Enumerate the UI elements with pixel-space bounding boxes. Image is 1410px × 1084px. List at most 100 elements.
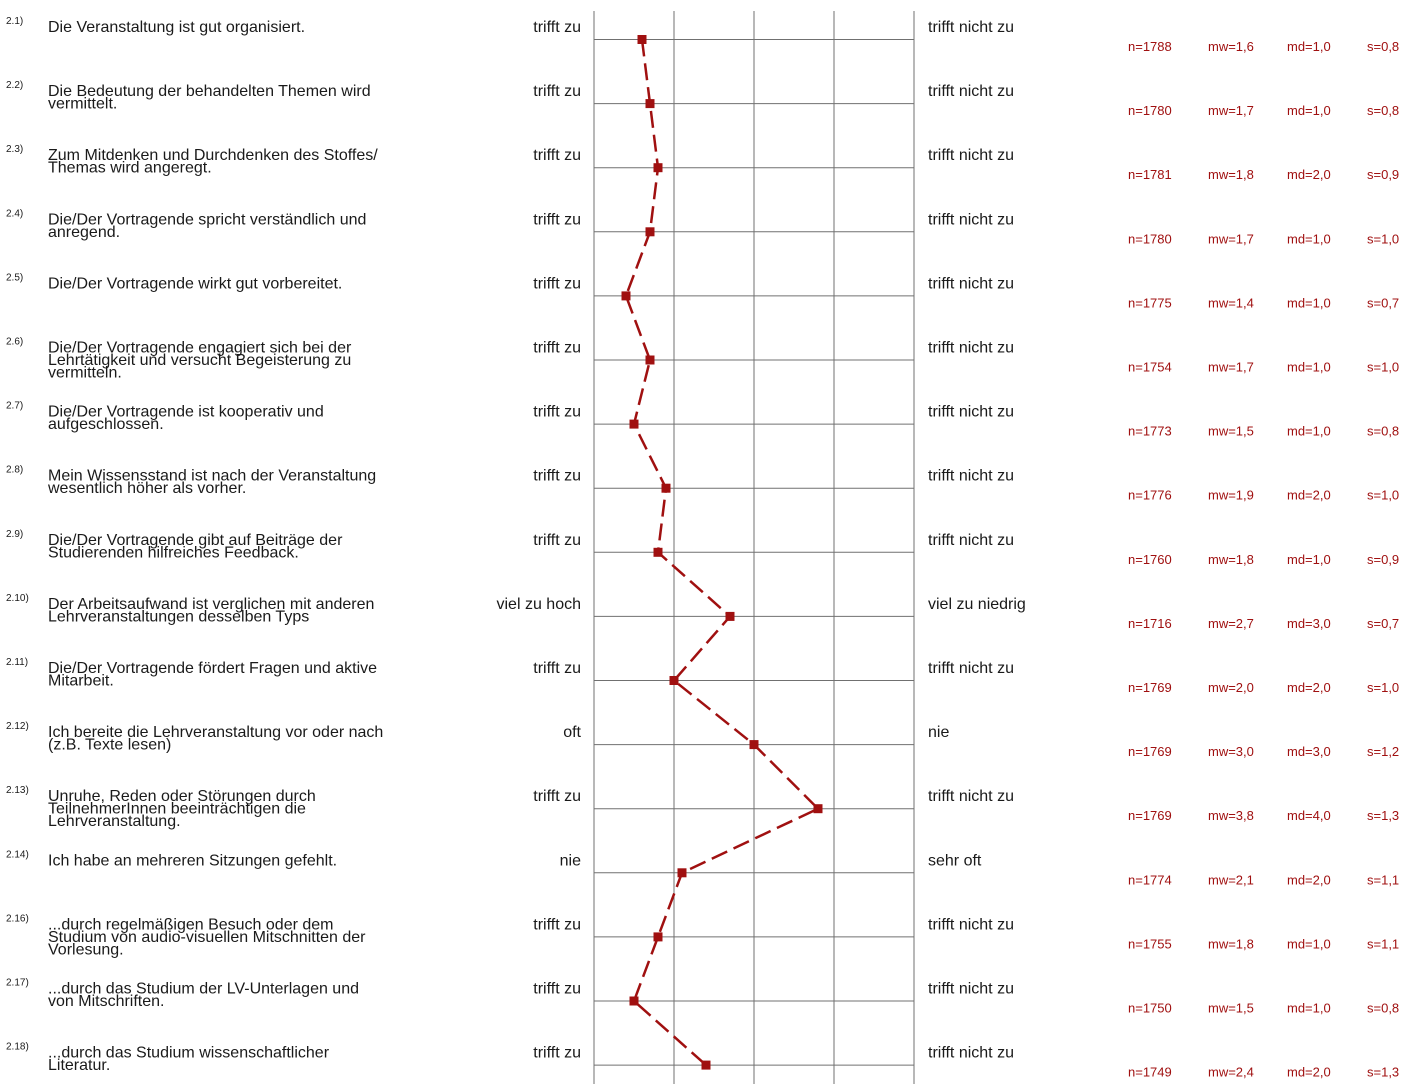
item-number: 2.12): [6, 721, 29, 732]
question-text-line: Lehrveranstaltungen desselben Typs: [48, 608, 309, 625]
item-number: 2.7): [6, 401, 23, 412]
question-text-line: vermitteln.: [48, 365, 122, 382]
right-anchor-label: trifft nicht zu: [928, 788, 1014, 805]
question-text-line: Der Arbeitsaufwand ist verglichen mit an…: [48, 596, 374, 613]
stat-s: s=0,8: [1367, 424, 1399, 439]
stat-n: n=1773: [1128, 424, 1172, 439]
stat-s: s=0,9: [1367, 552, 1399, 567]
question-text-line: Die Bedeutung der behandelten Themen wir…: [48, 83, 371, 100]
stat-md: md=1,0: [1287, 103, 1331, 118]
mean-marker: [701, 1060, 711, 1070]
stat-n: n=1755: [1128, 936, 1172, 951]
stat-mw: mw=1,6: [1208, 39, 1254, 54]
stat-s: s=0,7: [1367, 295, 1399, 310]
question-text-line: von Mitschriften.: [48, 993, 164, 1010]
mean-marker: [645, 99, 655, 109]
stat-mw: mw=1,7: [1208, 103, 1254, 118]
stat-n: n=1769: [1128, 808, 1172, 823]
stat-n: n=1774: [1128, 872, 1172, 887]
right-anchor-label: nie: [928, 724, 949, 741]
stat-mw: mw=2,0: [1208, 680, 1254, 695]
stat-md: md=1,0: [1287, 936, 1331, 951]
stat-md: md=3,0: [1287, 616, 1331, 631]
right-anchor-label: trifft nicht zu: [928, 147, 1014, 164]
stat-n: n=1769: [1128, 680, 1172, 695]
stat-s: s=1,0: [1367, 488, 1399, 503]
question-row: 2.2) Die Bedeutung der behandelten Themen…: [6, 80, 1399, 118]
stat-md: md=2,0: [1287, 872, 1331, 887]
stat-n: n=1760: [1128, 552, 1172, 567]
stat-md: md=1,0: [1287, 360, 1331, 375]
question-row: 2.9) Die/Der Vortragende gibt auf Beiträg…: [6, 529, 1399, 567]
question-row: 2.1) Die Veranstaltung ist gut organisier…: [6, 16, 1399, 54]
question-text-line: wesentlich höher als vorher.: [47, 480, 246, 497]
question-text-line: Die/Der Vortragende ist kooperativ und: [48, 404, 324, 421]
stat-md: md=2,0: [1287, 488, 1331, 503]
question-text-line: Mitarbeit.: [48, 673, 114, 690]
question-text-line: Die/Der Vortragende gibt auf Beiträge de…: [48, 532, 343, 549]
stat-mw: mw=1,7: [1208, 360, 1254, 375]
question-row: 2.3) Zum Mitdenken und Durchdenken des St…: [6, 144, 1399, 182]
mean-marker: [661, 483, 671, 493]
mean-marker: [645, 227, 655, 237]
stat-md: md=1,0: [1287, 424, 1331, 439]
stat-mw: mw=1,8: [1208, 936, 1254, 951]
stat-s: s=0,9: [1367, 167, 1399, 182]
mean-marker: [813, 804, 823, 814]
right-anchor-label: trifft nicht zu: [928, 660, 1014, 677]
mean-marker: [749, 740, 759, 750]
mean-marker: [653, 547, 663, 557]
stat-s: s=1,3: [1367, 1065, 1399, 1080]
mean-marker: [669, 676, 679, 685]
stat-mw: mw=2,1: [1208, 872, 1254, 887]
stat-s: s=1,3: [1367, 808, 1399, 823]
right-anchor-label: trifft nicht zu: [928, 532, 1014, 549]
mean-marker: [629, 419, 639, 429]
question-text-line: ...durch regelmäßigen Besuch oder dem: [48, 916, 333, 933]
item-number: 2.6): [6, 337, 23, 348]
right-anchor-label: trifft nicht zu: [928, 83, 1014, 100]
stat-mw: mw=1,4: [1208, 295, 1254, 310]
stat-s: s=1,1: [1367, 936, 1399, 951]
item-number: 2.14): [6, 849, 29, 860]
question-text-line: vermittelt.: [48, 96, 117, 113]
mean-marker: [677, 868, 687, 878]
left-anchor-label: trifft zu: [533, 83, 581, 100]
question-text-line: Ich bereite die Lehrveranstaltung vor od…: [48, 724, 383, 741]
item-number: 2.16): [6, 913, 29, 924]
stat-n: n=1750: [1128, 1001, 1172, 1016]
question-text-line: Die/Der Vortragende fördert Fragen und a…: [48, 660, 377, 677]
left-anchor-label: trifft zu: [533, 1045, 581, 1062]
right-anchor-label: trifft nicht zu: [928, 275, 1014, 292]
scale-grid: [593, 11, 915, 1084]
left-anchor-label: oft: [563, 724, 581, 741]
stat-n: n=1716: [1128, 616, 1172, 631]
stat-n: n=1769: [1128, 744, 1172, 759]
item-number: 2.10): [6, 593, 29, 604]
mean-marker: [629, 996, 639, 1006]
right-anchor-label: trifft nicht zu: [928, 1045, 1014, 1062]
question-text-line: Zum Mitdenken und Durchdenken des Stoffe…: [48, 147, 378, 164]
stat-mw: mw=1,7: [1208, 231, 1254, 246]
stat-s: s=1,1: [1367, 872, 1399, 887]
stat-mw: mw=1,5: [1208, 1001, 1254, 1016]
right-anchor-label: trifft nicht zu: [928, 468, 1014, 485]
question-row: 2.4) Die/Der Vortragende spricht verständ…: [6, 208, 1399, 246]
question-row: 2.8) Mein Wissensstand ist nach der Veran…: [6, 465, 1399, 503]
item-number: 2.5): [6, 272, 23, 283]
mean-marker: [653, 163, 663, 173]
item-number: 2.8): [6, 465, 23, 476]
item-number: 2.9): [6, 529, 23, 540]
question-row: 2.18) ...durch das Studium wissenschaftli…: [6, 1042, 1399, 1080]
stat-n: n=1754: [1128, 360, 1172, 375]
question-text-line: ...durch das Studium der LV-Unterlagen u…: [48, 981, 359, 998]
stat-mw: mw=3,8: [1208, 808, 1254, 823]
question-text-line: Themas wird angeregt.: [48, 160, 212, 177]
question-text-line: Ich habe an mehreren Sitzungen gefehlt.: [48, 852, 337, 869]
stat-n: n=1780: [1128, 103, 1172, 118]
left-anchor-label: nie: [560, 852, 581, 869]
question-text-line: Die/Der Vortragende wirkt gut vorbereite…: [48, 275, 342, 292]
question-row: 2.14) Ich habe an mehreren Sitzungen gefe…: [6, 849, 1399, 887]
question-text-line: TeilnehmerInnen beeinträchtigen die: [48, 801, 306, 818]
item-number: 2.18): [6, 1042, 29, 1053]
